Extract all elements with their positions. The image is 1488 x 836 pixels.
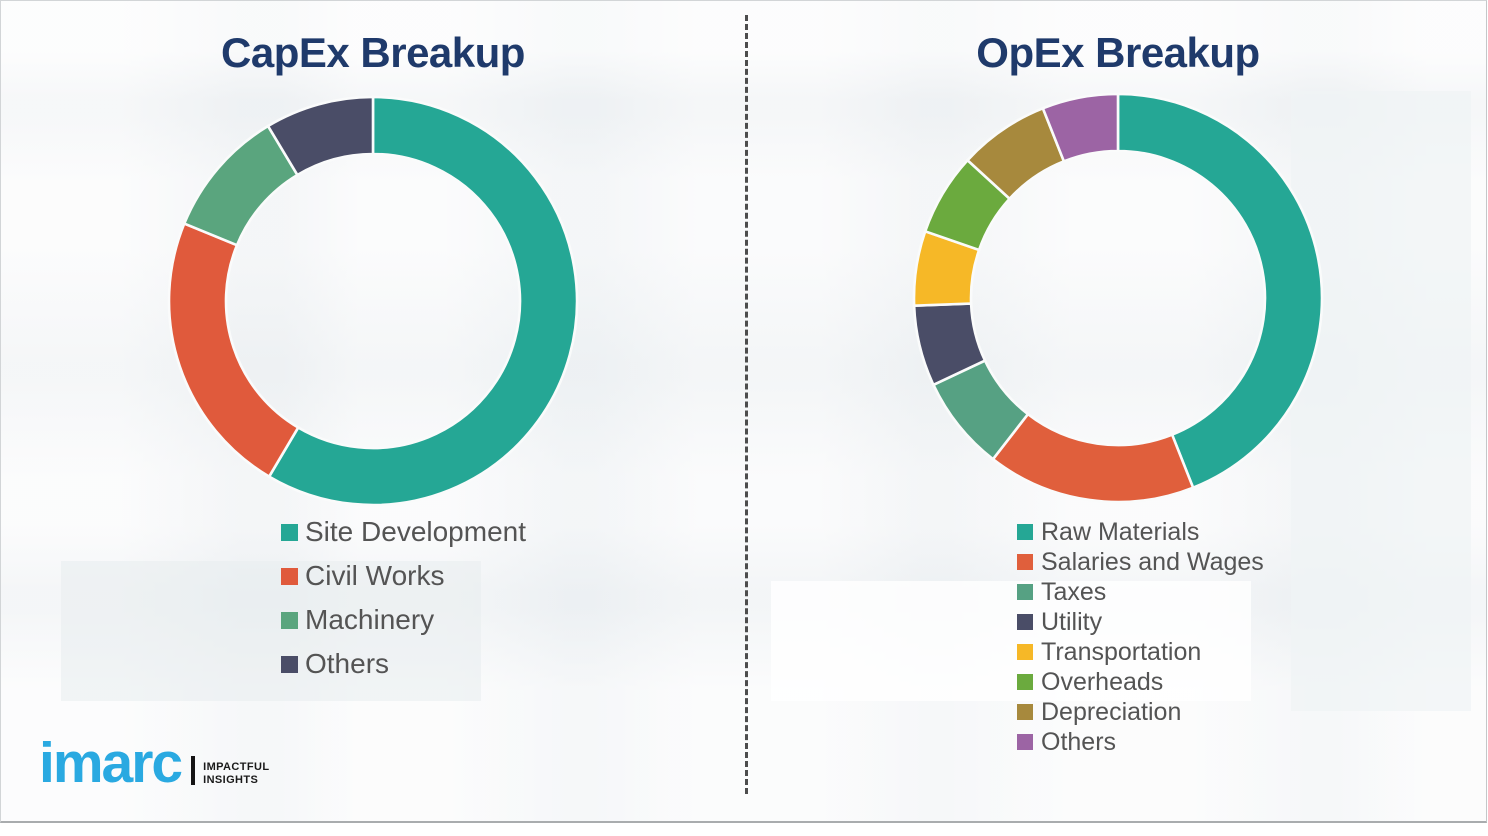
imarc-tagline-line1: IMPACTFUL	[203, 761, 270, 774]
legend-item: Utility	[1017, 607, 1264, 637]
opex-title: OpEx Breakup	[976, 29, 1260, 76]
legend-label: Site Development	[305, 516, 527, 547]
donut-segment-others	[1041, 92, 1120, 164]
legend-item: Salaries and Wages	[1017, 547, 1264, 577]
legend-swatch	[1017, 584, 1033, 600]
legend-item: Others	[281, 642, 526, 686]
imarc-logo-wordmark: imarc	[39, 731, 183, 795]
legend-label: Depreciation	[1041, 697, 1182, 726]
imarc-logo-tagline: IMPACTFUL INSIGHTS	[203, 761, 269, 786]
legend-label: Others	[1041, 727, 1117, 756]
legend-swatch	[1017, 554, 1033, 570]
legend-swatch	[281, 655, 298, 673]
legend-item: Machinery	[281, 598, 526, 642]
capex-legend: Site Development Civil Works Machinery Othe…	[281, 510, 526, 686]
imarc-logo: imarc IMPACTFUL INSIGHTS	[39, 731, 269, 795]
legend-label: Overheads	[1041, 667, 1164, 696]
donut-segment-civil-works	[167, 221, 300, 479]
donut-segment-site-development	[267, 95, 579, 507]
legend-label: Taxes	[1041, 577, 1107, 606]
legend-swatch	[281, 523, 298, 541]
donut-segment-raw-materials	[1116, 92, 1324, 490]
legend-swatch	[281, 611, 298, 629]
legend-label: Machinery	[305, 604, 435, 635]
legend-label: Transportation	[1041, 637, 1202, 666]
legend-swatch	[1017, 734, 1033, 750]
legend-item: Site Development	[281, 510, 526, 554]
legend-swatch	[281, 567, 298, 585]
legend-swatch	[1017, 704, 1033, 720]
legend-label: Utility	[1041, 607, 1103, 636]
divider-dashed-line	[745, 15, 748, 794]
legend-item: Civil Works	[281, 554, 526, 598]
legend-label: Civil Works	[305, 560, 445, 591]
legend-swatch	[1017, 614, 1033, 630]
donut-segment-salaries-and-wages	[991, 412, 1195, 504]
legend-swatch	[1017, 524, 1033, 540]
donut-segment-others	[266, 95, 375, 177]
legend-label: Raw Materials	[1041, 517, 1200, 546]
legend-swatch	[1017, 644, 1033, 660]
imarc-tagline-line2: INSIGHTS	[203, 773, 259, 786]
legend-item: Raw Materials	[1017, 517, 1264, 547]
legend-label: Salaries and Wages	[1041, 547, 1264, 576]
capex-title: CapEx Breakup	[221, 29, 525, 76]
legend-item: Taxes	[1017, 577, 1264, 607]
opex-donut-chart	[912, 92, 1324, 504]
legend-swatch	[1017, 674, 1033, 690]
imarc-logo-separator-bar	[191, 756, 196, 786]
legend-item: Transportation	[1017, 637, 1264, 667]
legend-label: Others	[305, 648, 390, 679]
legend-item: Overheads	[1017, 667, 1264, 697]
legend-item: Others	[1017, 727, 1264, 757]
opex-legend: Raw Materials Salaries and Wages Taxes Util…	[1017, 517, 1264, 757]
capex-donut-chart	[167, 95, 579, 507]
legend-item: Depreciation	[1017, 697, 1264, 727]
